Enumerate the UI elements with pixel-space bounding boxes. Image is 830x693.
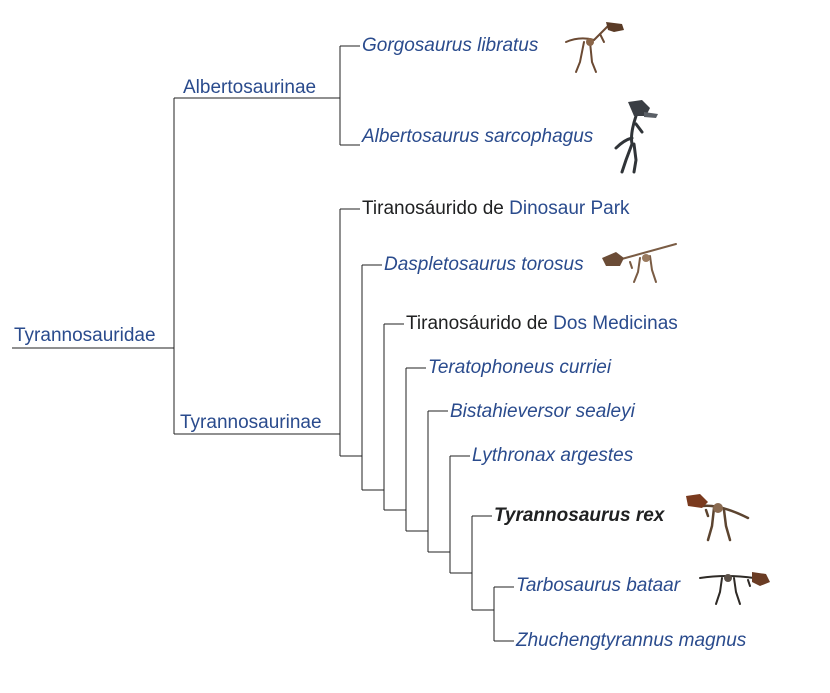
gorgosaurus-skeleton-icon[interactable] — [560, 18, 628, 76]
taxon-tyrannosaurus-rex: Tyrannosaurus rex — [494, 505, 665, 526]
dos-medicinas-link[interactable]: Dos Medicinas — [553, 313, 678, 334]
taxon-daspletosaurus-torosus[interactable]: Daspletosaurus torosus — [384, 254, 584, 275]
dinosaur-park-link[interactable]: Dinosaur Park — [509, 198, 630, 219]
taxon-two-medicine-tyrannosaurid: Tiranosáurido de Dos Medicinas — [406, 313, 678, 335]
albertosaurus-skeleton-icon[interactable] — [612, 98, 662, 176]
tarbosaurus-skeleton-icon[interactable] — [696, 564, 772, 610]
taxon-zhuchengtyrannus-magnus[interactable]: Zhuchengtyrannus magnus — [516, 630, 747, 651]
taxon-prefix: Tiranosáurido de — [406, 313, 554, 334]
root-label-tyrannosauridae[interactable]: Tyrannosauridae — [14, 325, 156, 346]
taxon-prefix: Tiranosáurido de — [362, 198, 510, 219]
subfamily-label-albertosaurinae[interactable]: Albertosaurinae — [183, 77, 317, 98]
taxon-bistahieversor-sealeyi[interactable]: Bistahieversor sealeyi — [450, 401, 635, 422]
taxon-teratophoneus-curriei[interactable]: Teratophoneus curriei — [428, 357, 612, 378]
taxon-gorgosaurus-libratus[interactable]: Gorgosaurus libratus — [362, 35, 539, 56]
daspletosaurus-skeleton-icon[interactable] — [600, 240, 678, 284]
taxon-dinosaur-park-tyrannosaurid: Tiranosáurido de Dinosaur Park — [362, 198, 630, 220]
taxon-lythronax-argestes[interactable]: Lythronax argestes — [472, 445, 634, 466]
taxon-tarbosaurus-bataar[interactable]: Tarbosaurus bataar — [516, 575, 681, 596]
subfamily-label-tyrannosaurinae[interactable]: Tyrannosaurinae — [180, 412, 322, 433]
tyrannosaurus-skeleton-icon[interactable] — [680, 490, 752, 546]
taxon-albertosaurus-sarcophagus[interactable]: Albertosaurus sarcophagus — [362, 126, 594, 147]
